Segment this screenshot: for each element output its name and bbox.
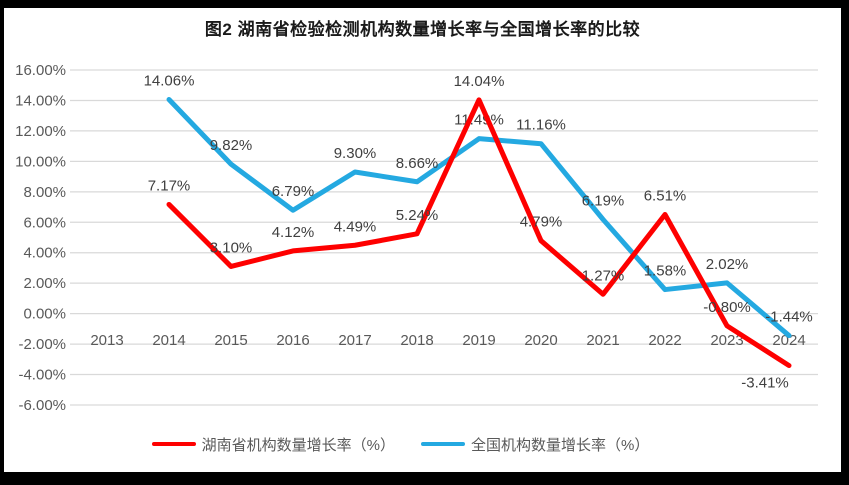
x-axis-category-label: 2018: [400, 332, 433, 349]
data-label-hunan: 3.10%: [210, 239, 253, 256]
hunan-series-label: 湖南省机构数量增长率（%）: [201, 436, 395, 454]
x-axis-category-label: 2020: [524, 332, 557, 349]
data-label-national: 11.49%: [454, 112, 504, 129]
y-axis-tick-label: 14.00%: [15, 92, 66, 109]
data-label-national: 2.02%: [706, 256, 749, 273]
legend-item-hunan: 湖南省机构数量增长率（%）: [151, 434, 395, 455]
x-axis-category-label: 2021: [586, 332, 619, 349]
data-label-national: 6.19%: [582, 192, 625, 209]
data-label-national: 8.66%: [396, 155, 439, 172]
data-label-hunan: 6.51%: [644, 188, 687, 205]
data-label-hunan: 5.24%: [396, 207, 439, 224]
x-axis-category-label: 2017: [338, 332, 371, 349]
y-axis-tick-label: 16.00%: [15, 62, 66, 79]
data-label-national: -1.44%: [765, 309, 813, 326]
x-axis-category-label: 2015: [214, 332, 247, 349]
y-axis-tick-label: 8.00%: [23, 184, 66, 201]
data-label-hunan: 7.17%: [148, 177, 191, 194]
y-axis-tick-label: -6.00%: [18, 397, 66, 414]
line-chart-plot-area: 16.00% 14.00% 12.00% 10.00% 8.00% 6.00% 4.00% 2…: [15, 62, 818, 414]
x-axis-category-label: 2019: [462, 332, 495, 349]
x-axis-category-label: 2024: [772, 332, 805, 349]
x-axis-category-label: 2013: [90, 332, 123, 349]
data-label-hunan: 14.04%: [454, 73, 505, 90]
x-axis-category-label: 2014: [152, 332, 185, 349]
national-series-label: 全国机构数量增长率（%）: [471, 436, 650, 454]
data-label-hunan: 4.12%: [272, 224, 315, 241]
legend-item-national: 全国机构数量增长率（%）: [421, 434, 649, 455]
national-series-line-swatch: [421, 442, 465, 446]
y-axis-tick-label: 0.00%: [23, 306, 66, 323]
data-label-national: 6.79%: [272, 183, 315, 200]
data-label-national: 1.58%: [644, 263, 687, 280]
y-axis-tick-label: 12.00%: [15, 123, 66, 140]
chart-legend: 湖南省机构数量增长率（%） 全国机构数量增长率（%）: [4, 434, 797, 454]
data-label-hunan: -3.41%: [741, 375, 789, 392]
x-axis-category-label: 2016: [276, 332, 309, 349]
data-label-hunan: -0.80%: [703, 299, 751, 316]
y-axis-tick-label: 2.00%: [23, 275, 66, 292]
data-label-national: 11.16%: [516, 117, 566, 134]
series-line-hunan: [166, 97, 792, 369]
data-label-national: 14.06%: [144, 73, 195, 90]
data-label-hunan: 1.27%: [582, 267, 625, 284]
y-axis-tick-label: 10.00%: [15, 153, 66, 170]
y-axis-tick-label: 4.00%: [23, 245, 66, 262]
hunan-series-line-swatch: [151, 442, 196, 446]
y-axis-tick-label: -2.00%: [18, 336, 66, 353]
chart-title: 图2 湖南省检验检测机构数量增长率与全国增长率的比较: [204, 20, 641, 39]
x-axis-category-label: 2022: [648, 332, 681, 349]
data-label-national: 9.30%: [334, 145, 377, 162]
data-label-hunan: 4.79%: [520, 214, 563, 231]
y-axis-tick-label: -4.00%: [18, 367, 66, 384]
data-label-national: 9.82%: [210, 137, 253, 154]
data-label-hunan: 4.49%: [334, 218, 377, 235]
y-axis-tick-label: 6.00%: [23, 214, 66, 231]
series-line-national: [166, 97, 792, 339]
x-axis-category-label: 2023: [710, 332, 743, 349]
